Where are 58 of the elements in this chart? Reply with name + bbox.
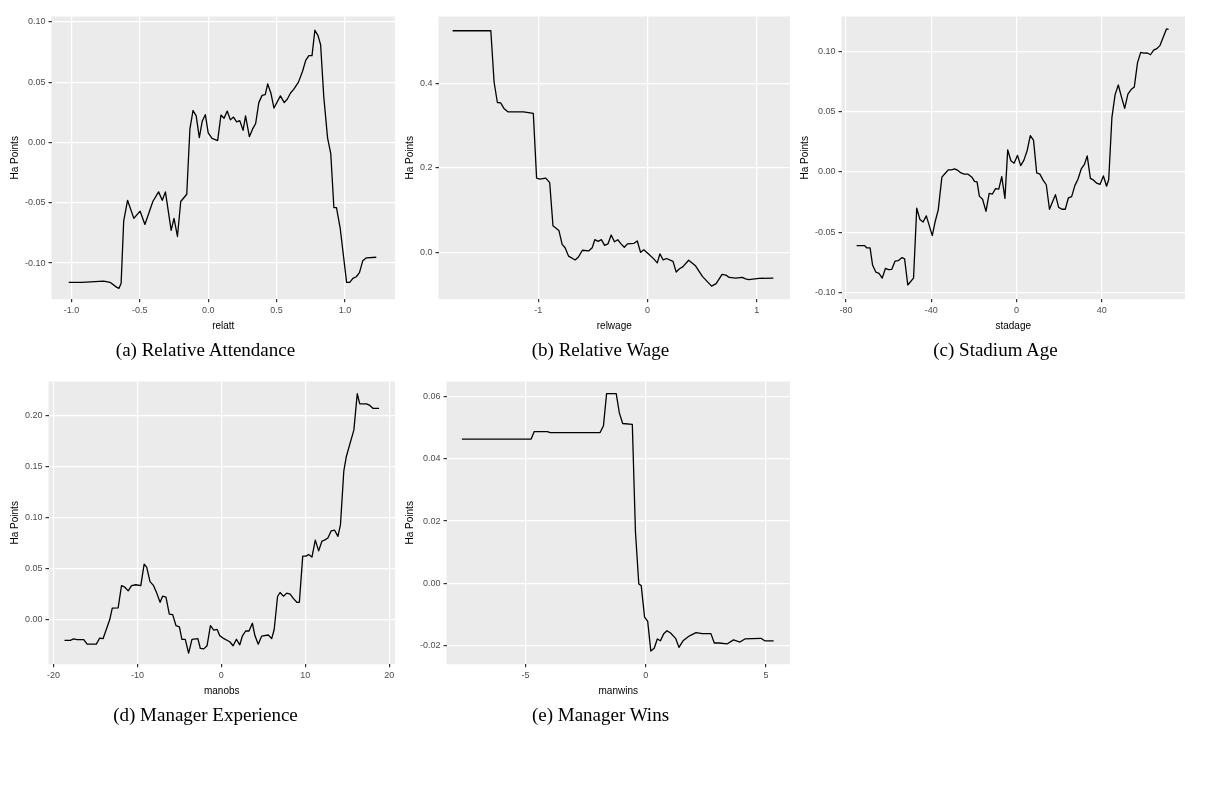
- y-tick-label: 0.10: [27, 16, 46, 27]
- x-tick-label: -10: [130, 670, 144, 681]
- y-axis-title: Ha Points: [8, 501, 20, 545]
- text: (a) Relative Attendance: [115, 339, 296, 361]
- x-axis-title: manobs: [203, 684, 240, 696]
- text: (d) Manager Experience: [113, 704, 298, 726]
- x-tick-label: 0.0: [201, 305, 215, 316]
- x-tick-label: 0: [644, 305, 650, 316]
- y-tick-label: 0.10: [817, 45, 836, 56]
- x-tick-label: 0: [218, 670, 224, 681]
- text: (b) Relative Wage: [531, 339, 670, 361]
- x-tick-label: -40: [924, 305, 938, 316]
- x-tick-label: -20: [47, 670, 61, 681]
- y-tick-label: -0.10: [815, 287, 836, 298]
- y-axis-title: Ha Points: [403, 136, 415, 180]
- y-tick-label: 0.10: [24, 512, 43, 523]
- x-tick-label: 5: [763, 670, 769, 681]
- y-tick-label: 0.02: [422, 515, 441, 526]
- x-tick-label: 40: [1096, 305, 1107, 316]
- y-tick-label: 0.15: [24, 461, 43, 472]
- y-tick-label: 0.0: [420, 246, 433, 257]
- y-tick-label: 0.00: [422, 577, 441, 588]
- y-tick-label: -0.10: [25, 257, 46, 268]
- x-tick-label: -5: [521, 670, 530, 681]
- y-tick-label: 0.05: [817, 106, 836, 117]
- x-tick-label: -1.0: [63, 305, 80, 316]
- x-axis-title: manwins: [598, 684, 638, 696]
- y-tick-label: 0.20: [24, 410, 43, 421]
- y-axis-title: Ha Points: [403, 501, 415, 545]
- x-tick-label: 1: [754, 305, 760, 316]
- y-axis-title: Ha Points: [8, 136, 20, 180]
- y-axis-title: Ha Points: [798, 136, 810, 180]
- y-tick-label: 0.05: [27, 76, 46, 87]
- x-tick-label: 20: [384, 670, 395, 681]
- x-axis-title: stadage: [995, 319, 1032, 331]
- x-tick-label: 10: [300, 670, 311, 681]
- y-tick-label: 0.4: [420, 78, 433, 88]
- y-tick-label: 0.04: [422, 453, 441, 464]
- y-tick-label: 0.00: [817, 166, 836, 177]
- y-tick-label: 0.00: [27, 136, 46, 147]
- x-tick-label: 0: [1013, 305, 1019, 316]
- y-tick-label: -0.02: [420, 640, 441, 651]
- x-axis-title: relwage: [596, 319, 633, 331]
- y-tick-label: 0.2: [420, 162, 433, 173]
- text: (e) Manager Wins: [531, 704, 670, 726]
- y-tick-label: 0.06: [422, 390, 441, 401]
- x-tick-label: -80: [839, 305, 853, 316]
- x-tick-label: 0.5: [270, 305, 283, 316]
- y-tick-label: 0.05: [24, 563, 43, 574]
- x-tick-label: 0: [643, 670, 649, 681]
- y-tick-label: -0.05: [25, 197, 46, 208]
- x-tick-label: -1: [534, 305, 543, 316]
- text: (c) Stadium Age: [933, 339, 1058, 361]
- x-tick-label: -0.5: [132, 305, 148, 316]
- x-tick-label: 1.0: [338, 305, 352, 316]
- y-tick-label: -0.05: [815, 226, 836, 237]
- x-axis-title: relatt: [212, 319, 235, 331]
- y-tick-label: 0.00: [24, 614, 43, 625]
